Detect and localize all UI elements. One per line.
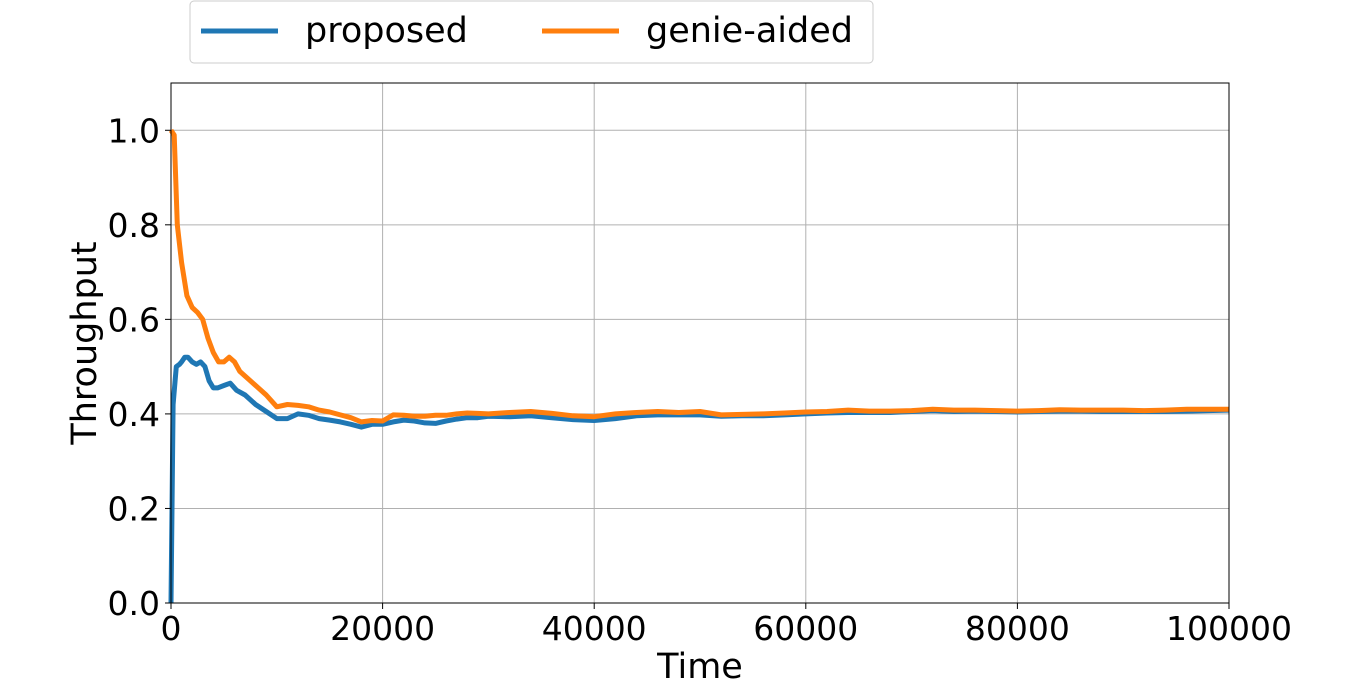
grid-lines <box>170 83 1230 604</box>
x-tick-label-0: 0 <box>161 609 182 648</box>
legend: proposed genie-aided <box>189 0 874 64</box>
x-tick-label-3: 60000 <box>753 609 858 648</box>
series-line-proposed <box>168 354 1230 604</box>
y-tick-label-4: 0.8 <box>108 206 160 245</box>
x-tick-label-5: 100000 <box>1166 609 1292 648</box>
y-tick-label-0: 0.0 <box>108 584 160 623</box>
x-axis-label: Time <box>656 647 743 682</box>
y-axis-label: Throughput <box>65 241 105 445</box>
x-tick-label-2: 40000 <box>542 609 647 648</box>
y-tick-label-3: 0.6 <box>108 300 160 339</box>
y-tick-label-1: 0.2 <box>108 489 160 528</box>
y-tick-label-5: 1.0 <box>108 111 160 150</box>
series-lines <box>168 128 1230 604</box>
legend-frame <box>189 0 874 64</box>
y-tick-label-2: 0.4 <box>108 395 160 434</box>
series-line-genie-aided <box>168 128 1229 425</box>
x-tick-label-4: 80000 <box>965 609 1070 648</box>
x-tick-label-1: 20000 <box>330 609 435 648</box>
y-axis-ticks: 0.0 0.2 0.4 0.6 0.8 1.0 <box>108 111 171 623</box>
legend-label-proposed: proposed <box>305 11 468 51</box>
x-axis-ticks: 0 20000 40000 60000 80000 100000 <box>161 603 1292 648</box>
legend-label-genie-aided: genie-aided <box>646 11 853 51</box>
plot-area-frame <box>170 82 1230 604</box>
